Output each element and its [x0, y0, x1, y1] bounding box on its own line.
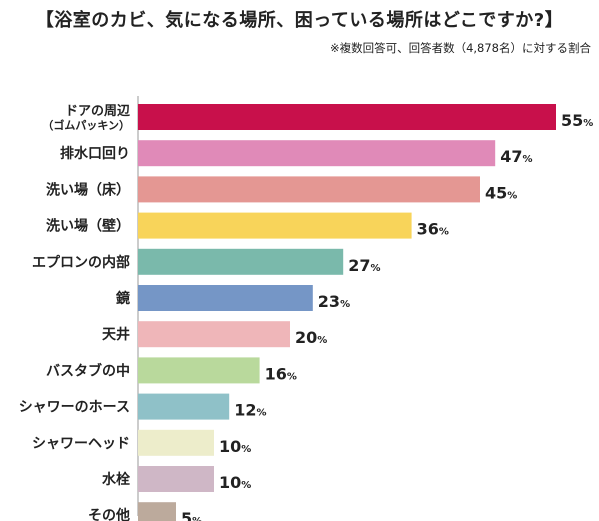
- category-label: 鏡: [116, 290, 130, 307]
- value-label: 36%: [417, 220, 449, 239]
- value-label: 55%: [561, 111, 593, 130]
- value-label: 5%: [181, 509, 202, 521]
- category-label: 洗い場（壁）: [46, 218, 130, 235]
- category-label: 天井: [102, 326, 130, 343]
- category-sublabel: （ゴムパッキン）: [42, 118, 130, 132]
- bar: [138, 357, 260, 384]
- category-label: その他: [88, 507, 130, 521]
- category-label: エプロンの内部: [32, 254, 130, 271]
- bars-layer: ドアの周辺（ゴムパッキン） 55% 排水口回り 47% 洗い場（床） 45% 洗い場（壁） 3…: [19, 104, 593, 521]
- category-label: バスタブの中: [46, 362, 130, 379]
- category-label: シャワーのホース: [19, 400, 130, 416]
- category-label: 排水口回り: [60, 145, 130, 162]
- category-label: 洗い場（床）: [46, 181, 130, 198]
- bar: [138, 212, 412, 239]
- bar: [138, 140, 496, 167]
- value-label: 12%: [234, 401, 266, 420]
- chart-title: 【浴室のカビ、気になる場所、困っている場所はどこですか?】: [35, 10, 564, 31]
- chart-subtitle: ※複数回答可、回答者数（4,878名）に対する割合: [329, 41, 591, 55]
- bar: [138, 502, 176, 521]
- value-label: 16%: [265, 364, 297, 383]
- value-label: 47%: [500, 147, 532, 166]
- bar: [138, 176, 480, 203]
- category-label: ドアの周辺: [65, 104, 130, 119]
- value-label: 20%: [295, 328, 327, 347]
- value-label: 10%: [219, 437, 251, 456]
- value-label: 23%: [318, 292, 350, 311]
- bar: [138, 393, 230, 420]
- category-label: 水栓: [102, 471, 130, 488]
- bar: [138, 285, 313, 311]
- bar: [138, 248, 344, 275]
- bar: [138, 104, 556, 130]
- bar: [138, 429, 214, 456]
- value-label: 45%: [485, 183, 517, 202]
- value-label: 27%: [348, 256, 380, 275]
- value-label: 10%: [219, 473, 251, 492]
- category-label: シャワーヘッド: [32, 436, 130, 452]
- bar: [138, 466, 214, 492]
- bar: [138, 321, 290, 348]
